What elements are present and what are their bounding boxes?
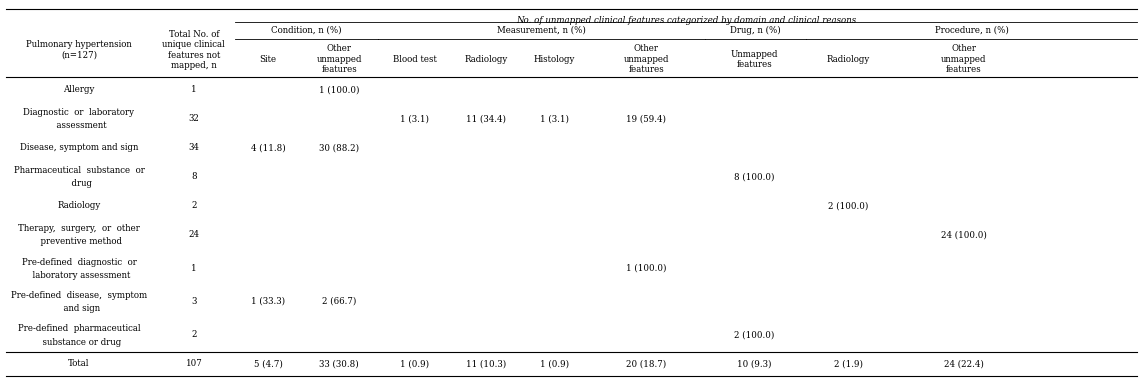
Text: 2 (66.7): 2 (66.7)	[322, 297, 357, 306]
Text: assessment: assessment	[51, 122, 106, 131]
Text: 1 (100.0): 1 (100.0)	[626, 264, 666, 273]
Text: Pulmonary hypertension
(n=127): Pulmonary hypertension (n=127)	[26, 40, 131, 60]
Text: 1: 1	[191, 264, 197, 273]
Text: Allergy: Allergy	[63, 85, 95, 94]
Text: Other
unmapped
features: Other unmapped features	[942, 44, 986, 74]
Text: No. of unmapped clinical features categorized by domain and clinical reasons: No. of unmapped clinical features catego…	[517, 16, 856, 25]
Text: 33 (30.8): 33 (30.8)	[320, 360, 359, 368]
Text: 24 (100.0): 24 (100.0)	[941, 230, 986, 239]
Text: 2 (100.0): 2 (100.0)	[828, 201, 869, 210]
Text: 4 (11.8): 4 (11.8)	[250, 143, 286, 152]
Text: 8 (100.0): 8 (100.0)	[734, 172, 775, 181]
Text: Radiology: Radiology	[57, 201, 101, 210]
Text: 2: 2	[191, 201, 197, 210]
Text: Diagnostic  or  laboratory: Diagnostic or laboratory	[24, 108, 135, 117]
Text: Measurement, n (%): Measurement, n (%)	[497, 26, 585, 35]
Text: 20 (18.7): 20 (18.7)	[626, 360, 666, 368]
Text: Procedure, n (%): Procedure, n (%)	[935, 26, 1008, 35]
Text: 2: 2	[191, 330, 197, 340]
Text: Other
unmapped
features: Other unmapped features	[317, 44, 362, 74]
Text: 1 (100.0): 1 (100.0)	[319, 85, 360, 94]
Text: Total: Total	[69, 360, 89, 368]
Text: Pre-defined  diagnostic  or: Pre-defined diagnostic or	[22, 258, 136, 266]
Text: 24 (22.4): 24 (22.4)	[944, 360, 984, 368]
Text: Pre-defined  pharmaceutical: Pre-defined pharmaceutical	[17, 325, 141, 333]
Text: Site: Site	[259, 55, 277, 64]
Text: Other
unmapped
features: Other unmapped features	[623, 44, 669, 74]
Text: Histology: Histology	[534, 55, 575, 64]
Text: Total No. of
unique clinical
features not
mapped, n: Total No. of unique clinical features no…	[162, 30, 225, 70]
Text: 24: 24	[189, 230, 199, 239]
Text: Disease, symptom and sign: Disease, symptom and sign	[19, 143, 138, 152]
Text: and sign: and sign	[58, 305, 101, 313]
Text: 11 (34.4): 11 (34.4)	[466, 114, 506, 123]
Text: 1: 1	[191, 85, 197, 94]
Text: 3: 3	[191, 297, 197, 306]
Text: preventive method: preventive method	[35, 238, 122, 246]
Text: Pharmaceutical  substance  or: Pharmaceutical substance or	[14, 166, 144, 175]
Text: Radiology: Radiology	[826, 55, 870, 64]
Text: laboratory assessment: laboratory assessment	[27, 271, 130, 280]
Text: 19 (59.4): 19 (59.4)	[626, 114, 666, 123]
Text: 8: 8	[191, 172, 197, 181]
Text: 11 (10.3): 11 (10.3)	[465, 360, 506, 368]
Text: 32: 32	[189, 114, 199, 123]
Text: Blood test: Blood test	[393, 55, 437, 64]
Text: substance or drug: substance or drug	[37, 338, 121, 347]
Text: Therapy,  surgery,  or  other: Therapy, surgery, or other	[18, 224, 139, 233]
Text: 1 (33.3): 1 (33.3)	[251, 297, 285, 306]
Text: Drug, n (%): Drug, n (%)	[729, 26, 781, 35]
Text: 2 (100.0): 2 (100.0)	[734, 330, 774, 340]
Text: Radiology: Radiology	[464, 55, 507, 64]
Text: Condition, n (%): Condition, n (%)	[271, 26, 342, 35]
Text: 34: 34	[189, 143, 199, 152]
Text: 1 (0.9): 1 (0.9)	[400, 360, 429, 368]
Text: 1 (0.9): 1 (0.9)	[539, 360, 569, 368]
Text: 30 (88.2): 30 (88.2)	[319, 143, 359, 152]
Text: 10 (9.3): 10 (9.3)	[737, 360, 772, 368]
Text: Unmapped
features: Unmapped features	[730, 50, 778, 69]
Text: drug: drug	[66, 179, 91, 189]
Text: 1 (3.1): 1 (3.1)	[539, 114, 569, 123]
Text: 1 (3.1): 1 (3.1)	[400, 114, 429, 123]
Text: 2 (1.9): 2 (1.9)	[833, 360, 863, 368]
Text: 107: 107	[185, 360, 202, 368]
Text: 5 (4.7): 5 (4.7)	[254, 360, 282, 368]
Text: Pre-defined  disease,  symptom: Pre-defined disease, symptom	[11, 291, 147, 300]
